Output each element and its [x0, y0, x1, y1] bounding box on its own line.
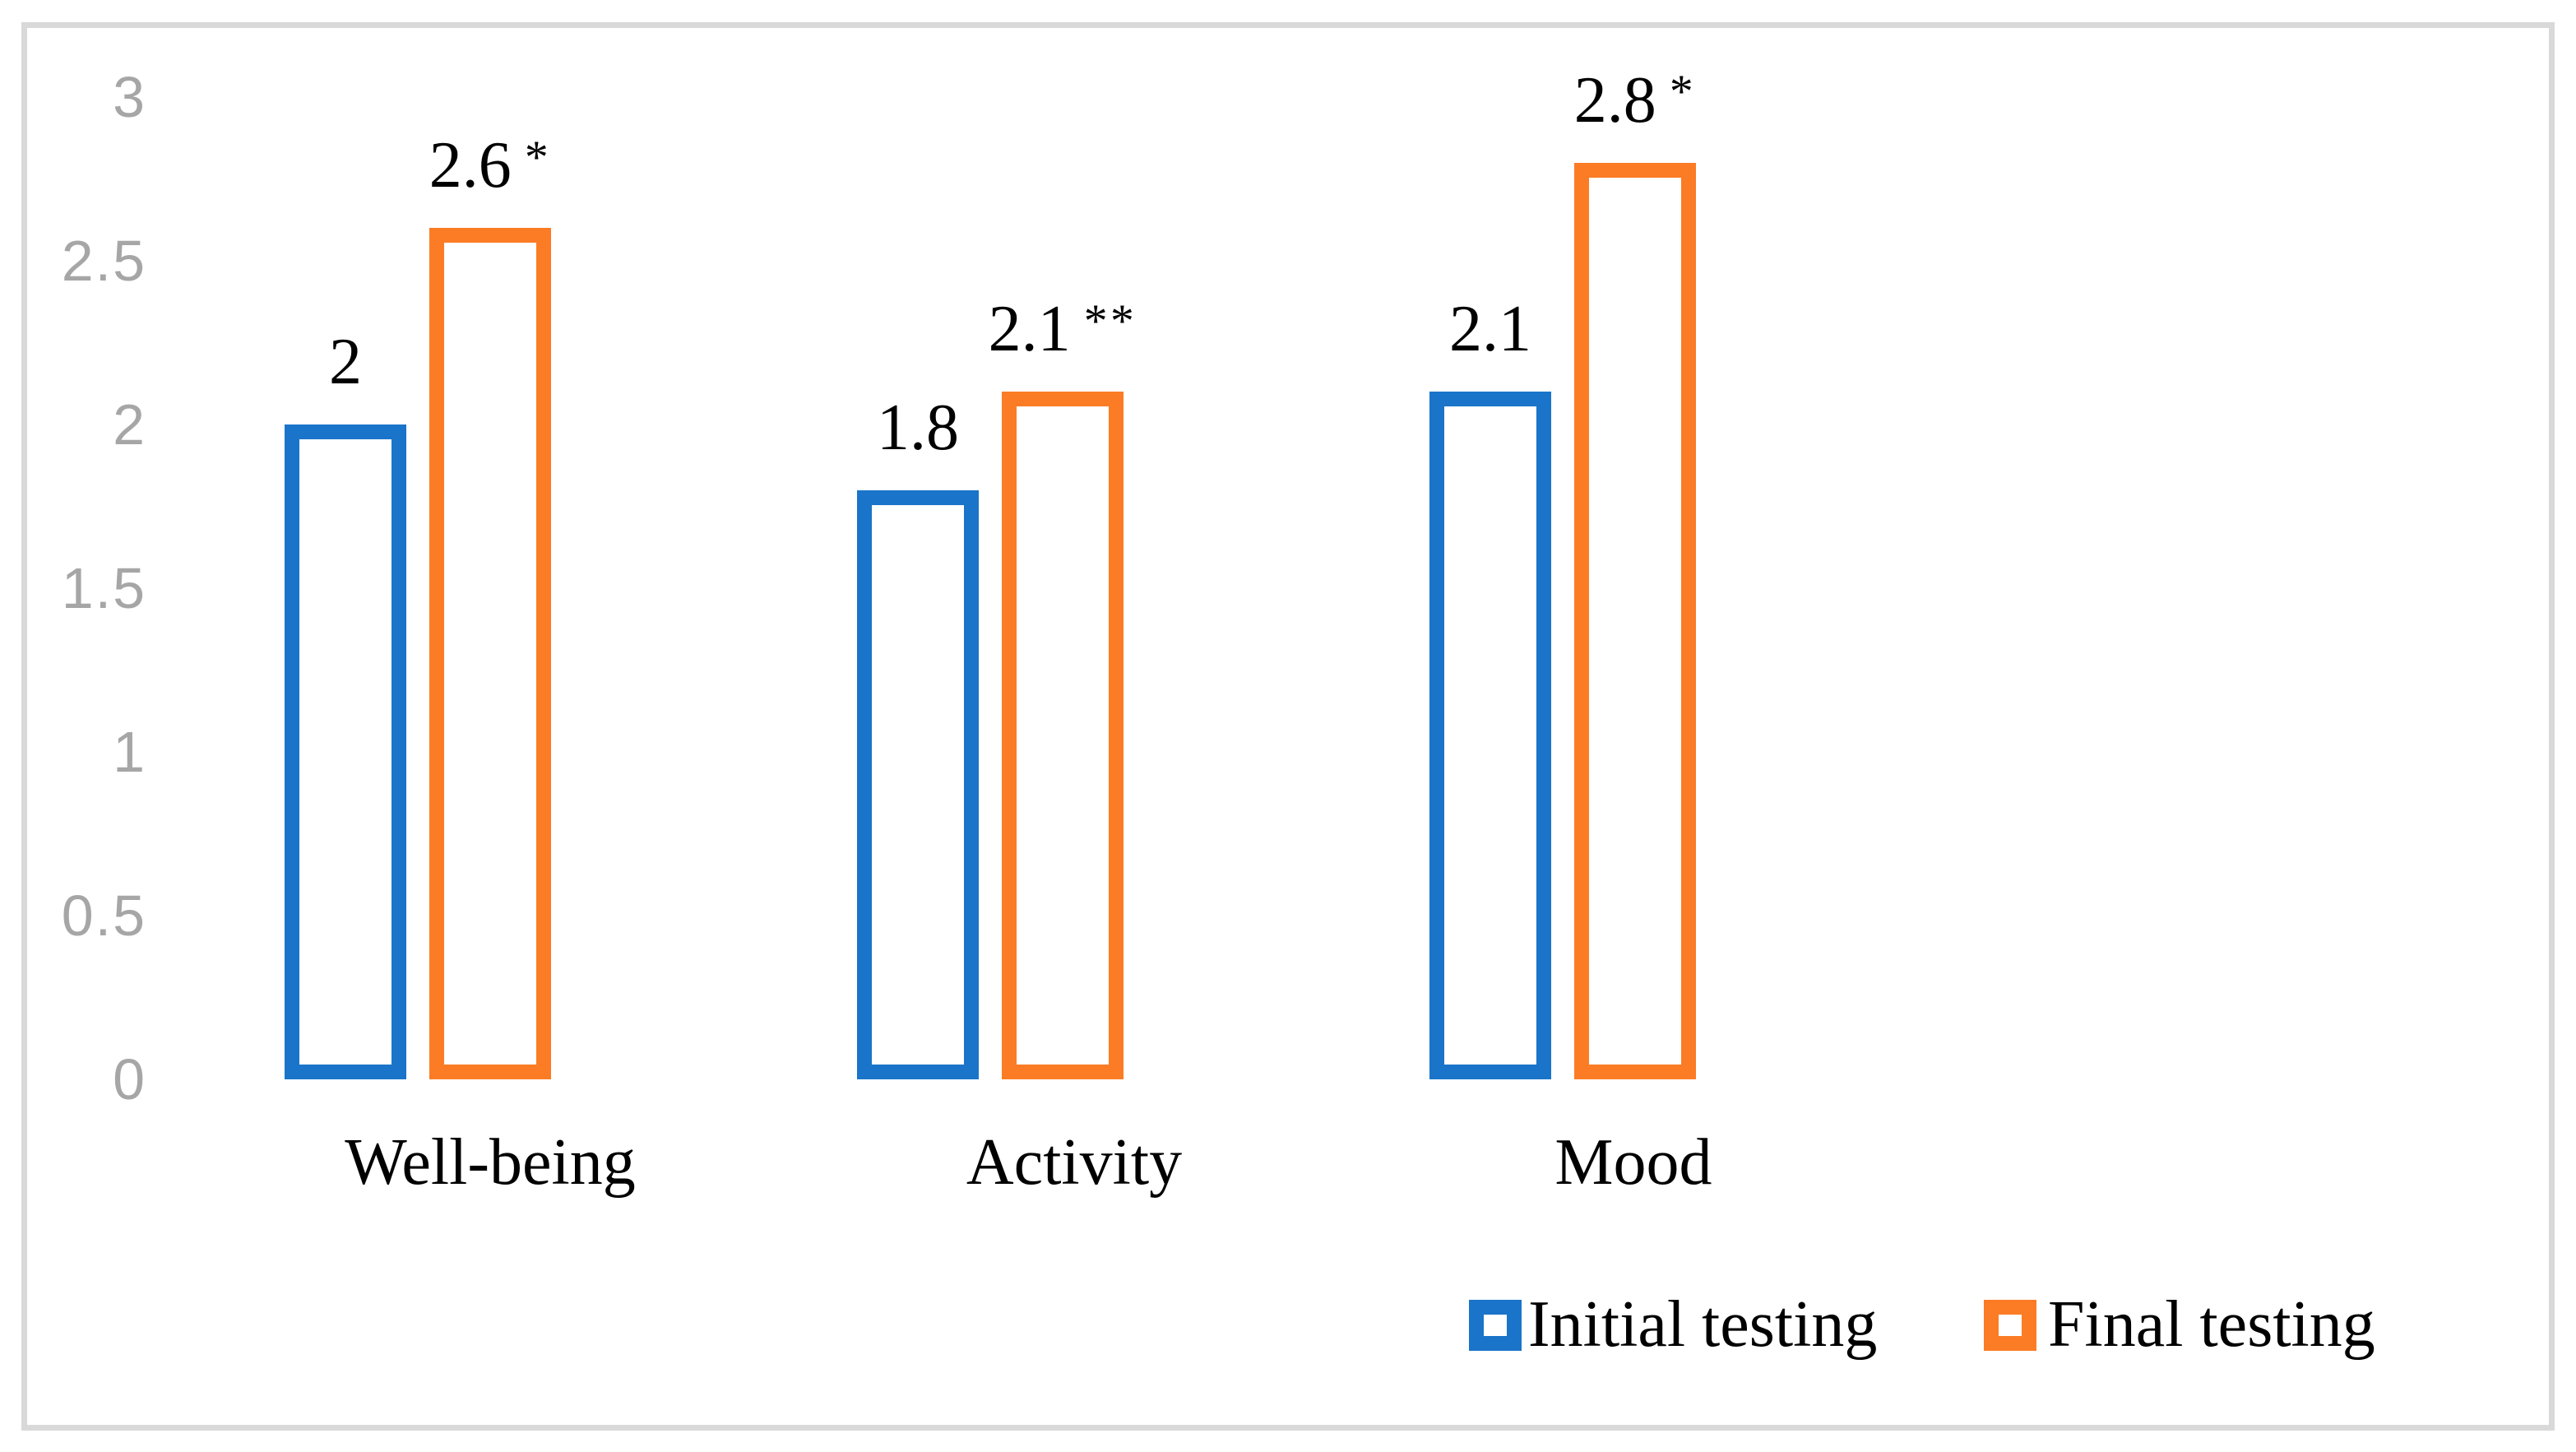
bar-initial-testing-mood [1429, 392, 1551, 1079]
bar-initial-testing-well-being [285, 424, 406, 1079]
y-tick-0.5: 0.5 [61, 884, 146, 948]
category-label-activity: Activity [966, 1126, 1183, 1199]
y-tick-2: 2 [113, 392, 146, 457]
bar-final-testing-activity [1002, 392, 1124, 1079]
data-label-final-testing-mood: 2.8 * [1421, 63, 1849, 137]
bar-final-testing-well-being [429, 228, 551, 1079]
data-label-final-testing-well-being: 2.6 * [276, 132, 704, 202]
significance-asterisk: * [1669, 66, 1697, 118]
data-label-value: 2.8 [1573, 63, 1656, 137]
data-label-value: 2.6 [429, 129, 512, 202]
significance-asterisk: * [524, 131, 552, 183]
legend-label-initial-testing: Initial testing [1528, 1288, 1878, 1361]
legend-swatch-final-testing-icon [1984, 1300, 2036, 1351]
y-tick-1: 1 [113, 720, 146, 784]
category-label-well-being: Well-being [345, 1126, 636, 1199]
y-tick-2.5: 2.5 [61, 229, 146, 293]
y-tick-1.5: 1.5 [61, 556, 146, 620]
data-label-initial-testing-mood: 2.1 [1276, 296, 1704, 365]
data-label-value: 2.1 [1449, 293, 1531, 366]
data-label-value: 1.8 [877, 391, 959, 464]
data-label-initial-testing-well-being: 2 [132, 329, 559, 398]
y-tick-3: 3 [113, 65, 146, 129]
data-label-value: 2.1 [988, 293, 1071, 366]
bar-initial-testing-activity [857, 489, 979, 1079]
data-label-final-testing-activity: 2.1 ** [849, 293, 1276, 366]
bar-final-testing-mood [1574, 162, 1696, 1079]
legend-swatch-initial-testing-icon [1469, 1300, 1522, 1351]
category-label-mood: Mood [1554, 1126, 1712, 1199]
data-label-value: 2 [329, 326, 362, 398]
data-label-initial-testing-activity: 1.8 [704, 395, 1132, 464]
significance-asterisk: ** [1083, 295, 1137, 347]
y-tick-0: 0 [113, 1047, 146, 1111]
legend-label-final-testing: Final testing [2048, 1288, 2375, 1361]
